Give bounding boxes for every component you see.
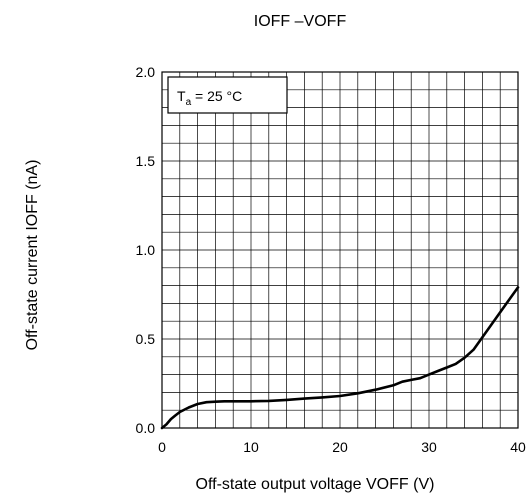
plot-frame [161,71,519,429]
y-tick-label: 1.5 [136,153,156,169]
y-tick-label: 0.0 [136,420,156,436]
y-tick-label: 0.5 [136,331,156,347]
series-line [160,286,520,430]
x-tick-label: 30 [421,439,437,455]
x-tick-label: 10 [243,439,259,455]
annotation-frame [167,76,288,114]
x-axis-label: Off-state output voltage VOFF (V) [196,476,435,493]
grid [162,72,518,428]
annotation-sub: a [186,97,192,108]
chart-title: IOFF –VOFF [254,13,347,30]
x-tick-label: 40 [510,439,526,455]
y-tick-label: 2.0 [136,64,156,80]
y-tick-label: 1.0 [136,242,156,258]
temperature-annotation: Ta = 25 °C [167,76,288,114]
x-tick-label: 20 [332,439,348,455]
x-tick-labels: 0 10 20 30 40 [158,439,526,455]
annotation-text: Ta = 25 °C [177,88,242,108]
annotation-prefix: T [177,88,186,104]
y-axis-label: Off-state current IOFF (nA) [24,160,41,351]
annotation-suffix: = 25 °C [191,88,242,104]
x-tick-label: 0 [158,439,166,455]
y-tick-labels: 0.0 0.5 1.0 1.5 2.0 [136,64,156,436]
